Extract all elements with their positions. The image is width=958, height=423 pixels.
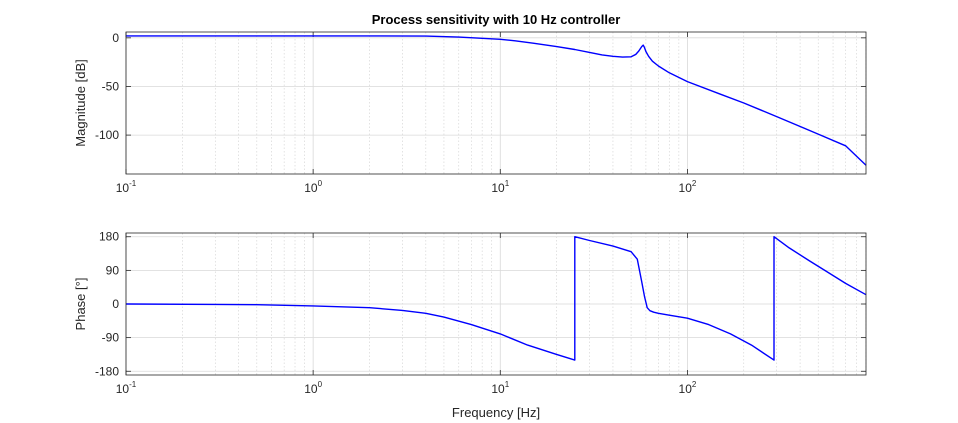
magnitude-line xyxy=(126,35,867,166)
magnitude-ticks: 10-1 100 101 102 0 -50 -100 xyxy=(95,31,866,195)
magnitude-y-tick-label: -100 xyxy=(95,128,119,142)
magnitude-x-tick-label: 101 xyxy=(491,179,509,195)
magnitude-axes-box xyxy=(125,31,867,175)
phase-series xyxy=(125,235,867,361)
phase-panel: 10-1 100 101 102 180 90 0 -90 -180 Phase [°] Fre… xyxy=(73,230,867,420)
phase-y-tick-label: 90 xyxy=(106,263,120,277)
phase-x-tick-label: 102 xyxy=(679,380,697,396)
phase-x-tick-label: 101 xyxy=(491,380,509,396)
magnitude-plot-area xyxy=(126,32,866,174)
magnitude-ylabel: Magnitude [dB] xyxy=(73,59,88,146)
phase-x-tick-label: 10-1 xyxy=(116,380,137,396)
figure-title: Process sensitivity with 10 Hz controlle… xyxy=(372,12,621,27)
magnitude-x-tick-label: 100 xyxy=(304,179,322,195)
phase-ticks: 10-1 100 101 102 180 90 0 -90 -180 xyxy=(95,230,866,396)
magnitude-y-tick-label: -50 xyxy=(102,79,120,93)
phase-axes-box xyxy=(125,232,867,376)
phase-x-tick-label: 100 xyxy=(304,380,322,396)
magnitude-series xyxy=(126,35,867,166)
phase-y-tick-label: 180 xyxy=(99,230,119,244)
magnitude-x-tick-label: 10-1 xyxy=(116,179,137,195)
phase-line xyxy=(125,235,867,361)
magnitude-x-tick-label: 102 xyxy=(679,179,697,195)
phase-xlabel: Frequency [Hz] xyxy=(452,405,540,420)
magnitude-panel: 10-1 100 101 102 0 -50 -100 Magnitude [dB] xyxy=(73,31,867,195)
phase-y-tick-label: -90 xyxy=(102,331,120,345)
phase-y-tick-label: -180 xyxy=(95,364,119,378)
phase-ylabel: Phase [°] xyxy=(73,278,88,331)
magnitude-y-tick-label: 0 xyxy=(112,31,119,45)
phase-y-tick-label: 0 xyxy=(112,297,119,311)
